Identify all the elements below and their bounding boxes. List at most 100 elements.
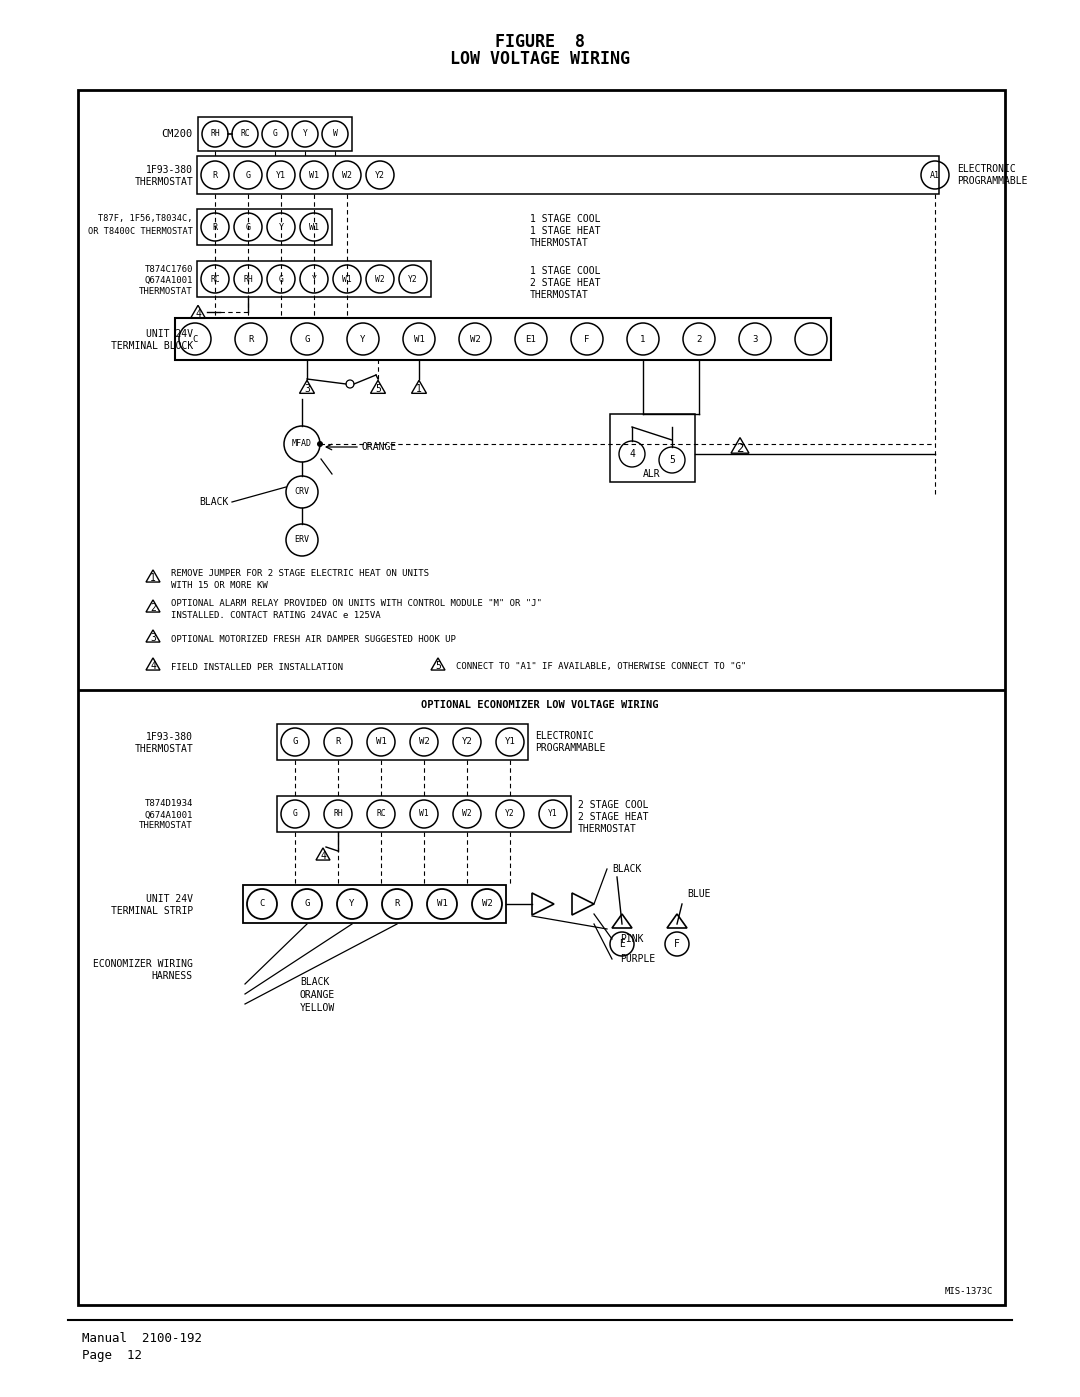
Text: BLACK: BLACK <box>300 977 329 988</box>
Text: BLUE: BLUE <box>687 888 711 900</box>
Text: INSTALLED. CONTACT RATING 24VAC e 125VA: INSTALLED. CONTACT RATING 24VAC e 125VA <box>171 612 380 620</box>
Text: W1: W1 <box>376 738 387 746</box>
Text: 2 STAGE HEAT: 2 STAGE HEAT <box>578 812 648 821</box>
Text: Page  12: Page 12 <box>82 1348 141 1362</box>
Text: 1: 1 <box>150 573 156 583</box>
Text: W2: W2 <box>419 738 430 746</box>
Text: Y1: Y1 <box>504 738 515 746</box>
Text: RC: RC <box>376 809 386 819</box>
Text: ELECTRONIC: ELECTRONIC <box>535 731 594 740</box>
Text: FIGURE  8: FIGURE 8 <box>495 34 585 52</box>
Text: THERMOSTAT: THERMOSTAT <box>530 237 589 249</box>
Text: 5: 5 <box>375 384 381 394</box>
Text: THERMOSTAT: THERMOSTAT <box>578 824 637 834</box>
Text: T874D1934: T874D1934 <box>145 799 193 809</box>
Text: G: G <box>272 130 278 138</box>
Text: G: G <box>305 900 310 908</box>
Text: RC: RC <box>240 130 249 138</box>
Text: Y1: Y1 <box>549 809 558 819</box>
Text: W1: W1 <box>419 809 429 819</box>
Text: 1 STAGE COOL: 1 STAGE COOL <box>530 265 600 277</box>
FancyBboxPatch shape <box>78 89 1005 1305</box>
Text: THERMOSTAT: THERMOSTAT <box>530 291 589 300</box>
Text: R: R <box>394 900 400 908</box>
Text: W1: W1 <box>309 170 319 179</box>
Text: PURPLE: PURPLE <box>620 954 656 964</box>
Text: 2: 2 <box>697 334 702 344</box>
Text: 2: 2 <box>737 441 744 454</box>
Text: Q674A1001: Q674A1001 <box>145 810 193 820</box>
Text: E: E <box>619 939 625 949</box>
Text: 1 STAGE COOL: 1 STAGE COOL <box>530 214 600 224</box>
Text: G: G <box>245 170 251 179</box>
Text: W1: W1 <box>414 334 424 344</box>
Text: 2 STAGE HEAT: 2 STAGE HEAT <box>530 278 600 288</box>
Text: E1: E1 <box>526 334 537 344</box>
Text: ECONOMIZER WIRING: ECONOMIZER WIRING <box>93 958 193 970</box>
Text: 1F93-380: 1F93-380 <box>146 732 193 742</box>
Text: R: R <box>213 170 217 179</box>
Text: ERV: ERV <box>295 535 310 545</box>
Text: T874C1760: T874C1760 <box>145 264 193 274</box>
Text: OPTIONAL MOTORIZED FRESH AIR DAMPER SUGGESTED HOOK UP: OPTIONAL MOTORIZED FRESH AIR DAMPER SUGG… <box>171 634 456 644</box>
Text: Y: Y <box>349 900 354 908</box>
Text: 3: 3 <box>150 633 156 643</box>
Text: W1: W1 <box>436 900 447 908</box>
Text: ORANGE: ORANGE <box>300 990 335 1000</box>
Text: HARNESS: HARNESS <box>152 971 193 981</box>
Text: MIS-1373C: MIS-1373C <box>945 1287 993 1295</box>
Text: BLACK: BLACK <box>612 863 642 875</box>
Text: W1: W1 <box>342 274 352 284</box>
Text: FIELD INSTALLED PER INSTALLATION: FIELD INSTALLED PER INSTALLATION <box>171 662 343 672</box>
Text: C: C <box>259 900 265 908</box>
Circle shape <box>318 441 323 447</box>
Text: Y2: Y2 <box>505 809 515 819</box>
Text: OPTIONAL ALARM RELAY PROVIDED ON UNITS WITH CONTROL MODULE "M" OR "J": OPTIONAL ALARM RELAY PROVIDED ON UNITS W… <box>171 598 542 608</box>
Text: RH: RH <box>333 809 342 819</box>
Text: Manual  2100-192: Manual 2100-192 <box>82 1333 202 1345</box>
Text: BLACK: BLACK <box>200 497 229 507</box>
Text: R: R <box>213 222 217 232</box>
Text: Y2: Y2 <box>408 274 418 284</box>
Text: TERMINAL STRIP: TERMINAL STRIP <box>111 907 193 916</box>
Text: 4: 4 <box>629 448 635 460</box>
Text: ELECTRONIC: ELECTRONIC <box>957 163 1016 175</box>
Text: UNIT 24V: UNIT 24V <box>146 894 193 904</box>
Text: C: C <box>192 334 198 344</box>
Text: W1: W1 <box>309 222 319 232</box>
Text: 1: 1 <box>416 384 422 394</box>
Text: 2 STAGE COOL: 2 STAGE COOL <box>578 800 648 810</box>
Text: 4: 4 <box>320 851 326 861</box>
Text: 1 STAGE HEAT: 1 STAGE HEAT <box>530 226 600 236</box>
Text: UNIT 24V: UNIT 24V <box>146 330 193 339</box>
Text: PROGRAMMABLE: PROGRAMMABLE <box>535 743 606 753</box>
Text: TERMINAL BLOCK: TERMINAL BLOCK <box>111 341 193 351</box>
Text: G: G <box>293 738 298 746</box>
Text: G: G <box>279 274 283 284</box>
Text: 1: 1 <box>640 334 646 344</box>
Text: Y: Y <box>311 274 316 284</box>
Text: 3: 3 <box>305 384 310 394</box>
Text: OR T8400C THERMOSTAT: OR T8400C THERMOSTAT <box>87 228 193 236</box>
Text: REMOVE JUMPER FOR 2 STAGE ELECTRIC HEAT ON UNITS: REMOVE JUMPER FOR 2 STAGE ELECTRIC HEAT … <box>171 569 429 577</box>
Text: CM200: CM200 <box>162 129 193 138</box>
Text: PINK: PINK <box>620 935 644 944</box>
Text: CRV: CRV <box>295 488 310 496</box>
Text: RC: RC <box>211 274 220 284</box>
Text: W2: W2 <box>482 900 492 908</box>
Text: ALR: ALR <box>644 469 661 479</box>
Text: Y: Y <box>279 222 283 232</box>
Text: F: F <box>674 939 680 949</box>
Text: F: F <box>584 334 590 344</box>
Text: R: R <box>335 738 340 746</box>
Text: W2: W2 <box>342 170 352 179</box>
Text: THERMOSTAT: THERMOSTAT <box>139 821 193 830</box>
Text: CONNECT TO "A1" IF AVAILABLE, OTHERWISE CONNECT TO "G": CONNECT TO "A1" IF AVAILABLE, OTHERWISE … <box>456 662 746 672</box>
Text: Q674A1001: Q674A1001 <box>145 275 193 285</box>
Text: R: R <box>248 334 254 344</box>
Text: W: W <box>333 130 337 138</box>
Text: 5: 5 <box>670 455 675 465</box>
Text: THERMOSTAT: THERMOSTAT <box>139 286 193 296</box>
Text: THERMOSTAT: THERMOSTAT <box>134 177 193 187</box>
Text: G: G <box>305 334 310 344</box>
